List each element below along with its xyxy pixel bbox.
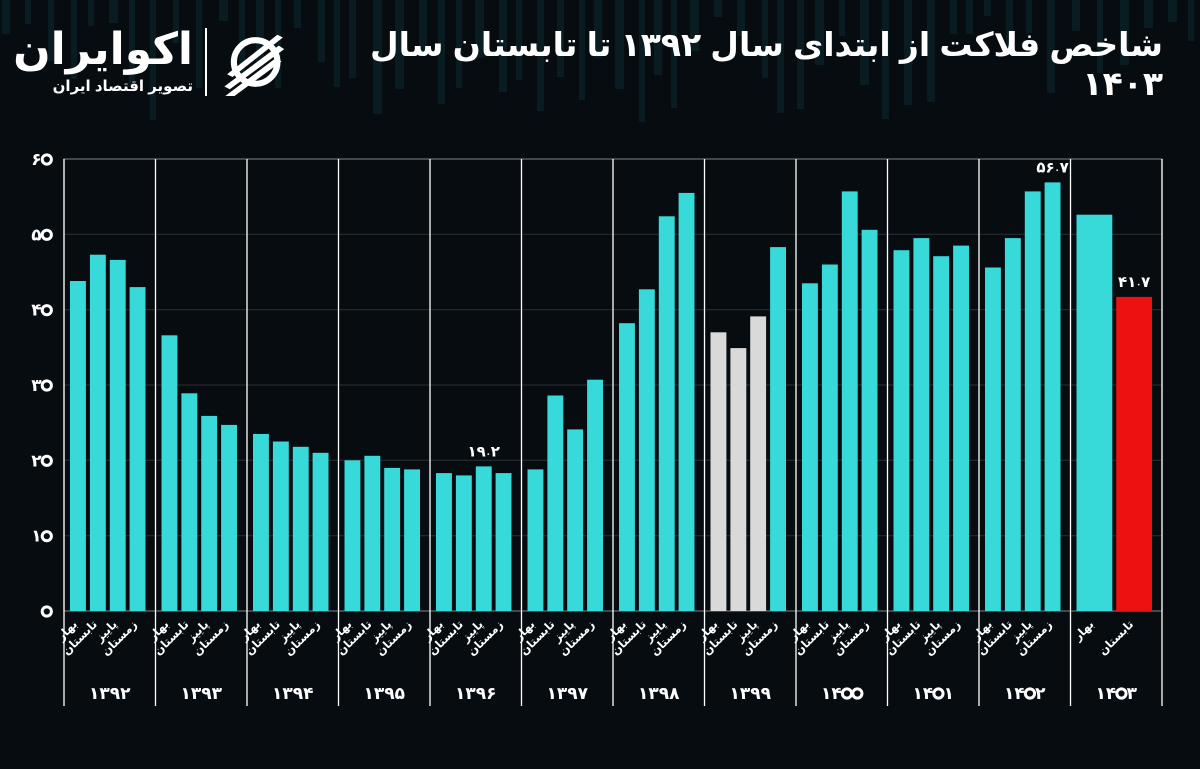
svg-text:۲: ۲: [31, 451, 42, 470]
svg-text:۱: ۱: [638, 684, 648, 703]
svg-text:۶: ۶: [31, 150, 41, 169]
svg-text:۹: ۹: [384, 684, 395, 703]
svg-text:۳: ۳: [282, 684, 293, 703]
svg-text:۳: ۳: [212, 684, 223, 703]
svg-text:۱: ۱: [272, 684, 282, 703]
svg-text:۹: ۹: [110, 684, 121, 703]
svg-text:۹: ۹: [659, 684, 670, 703]
svg-text:۴: ۴: [1106, 684, 1116, 703]
svg-text:۴: ۴: [31, 301, 41, 320]
svg-text:۱: ۱: [729, 684, 739, 703]
svg-text:۵: ۵: [31, 225, 41, 244]
svg-text:۳: ۳: [557, 684, 568, 703]
svg-text:۳: ۳: [31, 376, 42, 395]
svg-text:۱: ۱: [89, 684, 99, 703]
svg-text:۱: ۱: [1095, 684, 1105, 703]
svg-text:۷: ۷: [1060, 159, 1069, 176]
svg-text:۹: ۹: [567, 684, 578, 703]
svg-text:۴: ۴: [923, 684, 933, 703]
svg-text:۶: ۶: [486, 684, 496, 703]
svg-text:۱: ۱: [546, 684, 556, 703]
svg-text:۲: ۲: [1035, 684, 1046, 703]
svg-text:۶: ۶: [1046, 159, 1055, 176]
svg-text:۱: ۱: [31, 527, 41, 546]
svg-text:۲: ۲: [491, 443, 500, 460]
svg-text:۳: ۳: [648, 684, 659, 703]
svg-text:۱: ۱: [912, 684, 922, 703]
svg-text:۹: ۹: [201, 684, 212, 703]
svg-text:۷: ۷: [578, 684, 589, 703]
svg-text:۳: ۳: [374, 684, 385, 703]
svg-text:۱: ۱: [1127, 274, 1136, 291]
svg-text:۴: ۴: [831, 684, 841, 703]
svg-text:۱: ۱: [468, 443, 477, 460]
svg-text:۴: ۴: [1014, 684, 1024, 703]
svg-text:۴: ۴: [1118, 274, 1127, 291]
svg-text:۸: ۸: [669, 684, 680, 703]
svg-text:۵: ۵: [1036, 159, 1045, 176]
svg-text:۱: ۱: [363, 684, 373, 703]
svg-text:۲: ۲: [120, 684, 131, 703]
svg-text:۱: ۱: [944, 684, 954, 703]
svg-text:۹: ۹: [761, 684, 772, 703]
svg-text:۳: ۳: [1127, 684, 1138, 703]
svg-text:۳: ۳: [465, 684, 476, 703]
svg-text:۹: ۹: [293, 684, 304, 703]
svg-text:۱: ۱: [455, 684, 465, 703]
svg-text:۹: ۹: [476, 684, 487, 703]
svg-text:۱: ۱: [1004, 684, 1014, 703]
svg-text:۳: ۳: [191, 684, 202, 703]
svg-text:۳: ۳: [99, 684, 110, 703]
svg-text:۹: ۹: [477, 443, 486, 460]
svg-text:تابستان: تابستان: [1097, 619, 1136, 658]
svg-text:۳: ۳: [740, 684, 751, 703]
svg-text:۱: ۱: [821, 684, 831, 703]
svg-text:۷: ۷: [1141, 274, 1150, 291]
svg-text:۱: ۱: [180, 684, 190, 703]
svg-text:۵: ۵: [395, 684, 405, 703]
svg-text:۴: ۴: [303, 684, 313, 703]
svg-text:۹: ۹: [750, 684, 761, 703]
svg-text:بهار: بهار: [1071, 619, 1096, 644]
